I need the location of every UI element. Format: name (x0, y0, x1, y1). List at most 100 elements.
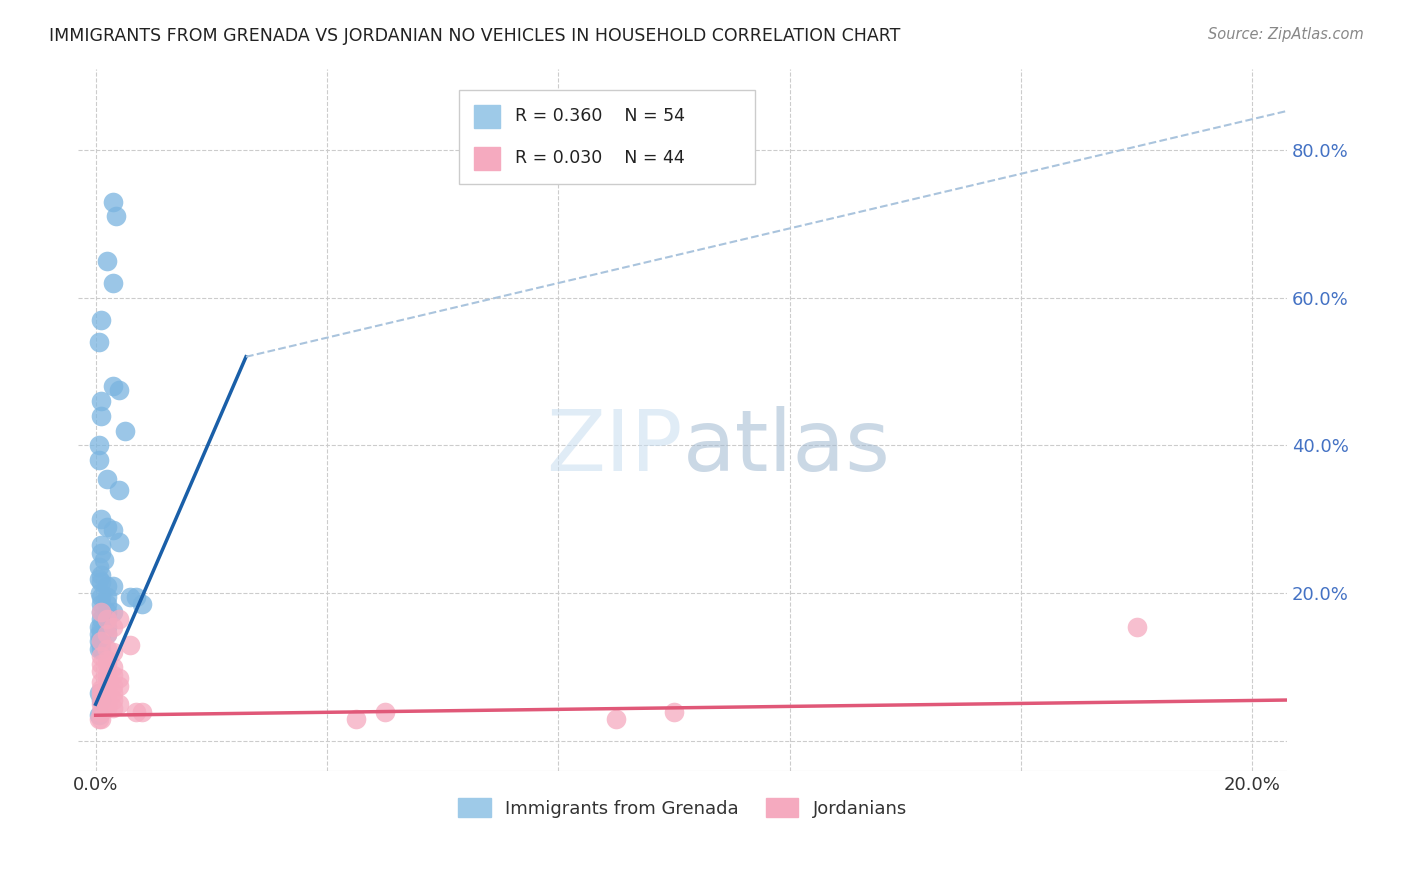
Point (90, 598, 112, 612)
Point (90, 641, 112, 656)
Point (90, 675, 112, 690)
Point (90, 634, 112, 648)
Point (90, 634, 112, 648)
Point (90, 682, 112, 697)
Point (101, 660, 124, 674)
Point (96, 697, 118, 711)
Point (101, 701, 124, 715)
Point (87, 712, 110, 726)
Point (96, 619, 118, 633)
Point (89, 586, 111, 600)
Point (96, 627, 118, 641)
Point (90, 512, 112, 526)
Text: Source: ZipAtlas.com: Source: ZipAtlas.com (1208, 27, 1364, 42)
Point (344, 712, 367, 726)
Point (96, 598, 118, 612)
Text: ZIP: ZIP (546, 406, 683, 489)
Point (662, 705, 685, 719)
Point (96, 653, 118, 667)
Point (87, 334, 110, 349)
Point (96, 690, 118, 704)
Point (90, 619, 112, 633)
Point (107, 612, 129, 626)
Point (90, 705, 112, 719)
Point (104, 210, 127, 224)
FancyBboxPatch shape (474, 147, 501, 170)
FancyBboxPatch shape (458, 89, 755, 185)
Text: R = 0.360    N = 54: R = 0.360 N = 54 (515, 107, 685, 125)
Point (96, 605, 118, 619)
Point (90, 546, 112, 560)
Point (131, 705, 153, 719)
FancyBboxPatch shape (474, 105, 501, 128)
Point (1125, 619, 1147, 633)
Point (96, 612, 118, 626)
Point (87, 619, 110, 633)
Point (101, 645, 124, 659)
Point (87, 634, 110, 648)
Point (96, 701, 118, 715)
Point (90, 627, 112, 641)
Point (125, 590, 148, 604)
Point (125, 705, 148, 719)
Point (90, 649, 112, 664)
Point (120, 590, 142, 604)
Point (90, 664, 112, 678)
Point (90, 712, 112, 726)
Point (96, 657, 118, 671)
Point (90, 686, 112, 700)
Point (101, 524, 124, 538)
Point (87, 641, 110, 656)
Point (90, 409, 112, 423)
Point (107, 679, 129, 693)
Point (101, 194, 124, 209)
Point (87, 438, 110, 452)
Point (87, 708, 110, 723)
Point (96, 253, 118, 268)
Point (96, 520, 118, 534)
Point (101, 276, 124, 290)
Point (101, 619, 124, 633)
Point (107, 483, 129, 497)
Point (90, 575, 112, 590)
Point (90, 693, 112, 707)
Point (87, 560, 110, 574)
Point (96, 682, 118, 697)
Point (87, 686, 110, 700)
Point (90, 538, 112, 552)
Point (90, 590, 112, 604)
Point (131, 598, 153, 612)
Point (90, 567, 112, 582)
Point (90, 612, 112, 626)
Point (101, 667, 124, 681)
Legend: Immigrants from Grenada, Jordanians: Immigrants from Grenada, Jordanians (451, 791, 914, 825)
Point (90, 697, 112, 711)
Point (90, 605, 112, 619)
Point (374, 705, 396, 719)
Point (90, 313, 112, 327)
Point (107, 534, 129, 549)
Point (107, 697, 129, 711)
Point (96, 641, 118, 656)
Point (87, 453, 110, 467)
Point (101, 679, 124, 693)
Point (96, 675, 118, 690)
Point (114, 424, 136, 438)
Point (120, 638, 142, 652)
Point (107, 383, 129, 397)
Point (101, 605, 124, 619)
Text: R = 0.030    N = 44: R = 0.030 N = 44 (515, 149, 685, 168)
Point (605, 712, 627, 726)
Point (96, 627, 118, 641)
Point (87, 627, 110, 641)
Point (96, 667, 118, 681)
Point (90, 394, 112, 409)
Text: atlas: atlas (683, 406, 890, 489)
Point (96, 472, 118, 486)
Point (96, 590, 118, 604)
Point (90, 605, 112, 619)
Point (90, 690, 112, 704)
Point (101, 379, 124, 393)
Point (101, 693, 124, 707)
Point (101, 579, 124, 593)
